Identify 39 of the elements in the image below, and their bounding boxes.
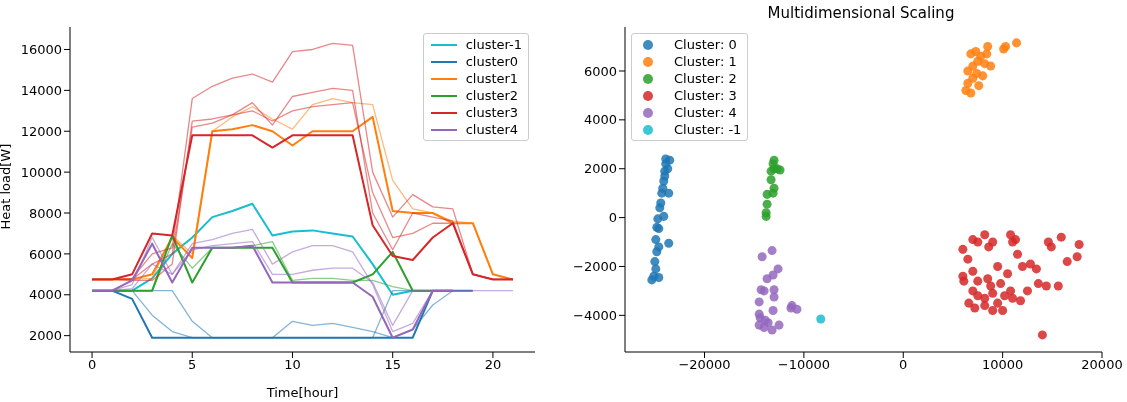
y-tick-label: 0 [608, 210, 617, 226]
y-tick-label: 16000 [20, 42, 62, 58]
legend-label: cluster4 [465, 121, 519, 138]
y-tick-label: 2000 [28, 328, 62, 344]
legend-label: cluster3 [465, 104, 519, 121]
legend-label: Cluster: 4 [674, 104, 737, 121]
y-axis-title: Heat load[W] [0, 143, 13, 230]
y-tick-label: 6000 [28, 246, 62, 262]
legend-label: Cluster: -1 [674, 121, 742, 138]
y-tick-label: 2000 [583, 161, 617, 177]
chart-title: Multidimensional Scaling [767, 4, 955, 22]
legend-label: Cluster: 3 [674, 87, 737, 104]
x-tick-label: −10000 [777, 357, 830, 373]
legend-label: cluster2 [465, 87, 519, 104]
legend-label: cluster0 [465, 53, 519, 70]
x-tick-label: −20000 [678, 357, 731, 373]
x-tick-label: 10 [284, 357, 301, 373]
y-tick-label: 12000 [20, 123, 62, 139]
x-axis-title: Time[hour] [265, 385, 339, 400]
y-tick-label: −4000 [573, 307, 617, 323]
y-tick-label: 8000 [28, 205, 62, 221]
x-tick-label: 20 [484, 357, 502, 373]
y-tick-label: 10000 [20, 164, 62, 180]
y-tick-label: 4000 [583, 112, 617, 128]
x-tick-label: 5 [188, 357, 197, 373]
y-tick-label: −2000 [573, 259, 617, 275]
x-tick-label: 15 [384, 357, 401, 373]
x-tick-label: 0 [899, 357, 908, 373]
y-tick-label: 14000 [20, 82, 62, 98]
x-tick-label: 10000 [981, 357, 1024, 373]
x-tick-label: 0 [87, 357, 97, 373]
legend-label: Cluster: 2 [674, 70, 737, 87]
legend-label: Cluster: 1 [674, 53, 737, 70]
legend-label: Cluster: 0 [674, 36, 737, 53]
legend-label: cluster1 [465, 70, 519, 87]
y-tick-label: 4000 [28, 287, 62, 303]
x-tick-label: 20000 [1081, 357, 1123, 373]
y-tick-label: 6000 [583, 63, 617, 79]
legend-label: cluster-1 [465, 36, 522, 53]
